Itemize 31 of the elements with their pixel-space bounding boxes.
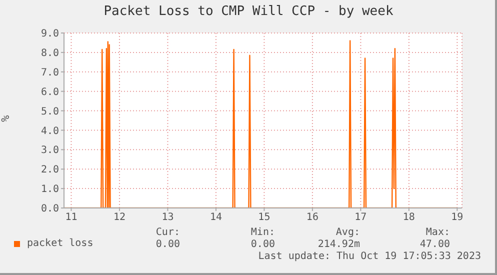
y-tick-label: 0.0 bbox=[40, 204, 59, 215]
y-tick-label: 5.0 bbox=[40, 106, 59, 118]
x-tick-label: 11 bbox=[65, 212, 78, 224]
x-tick-label: 15 bbox=[258, 212, 270, 224]
y-tick-label: 7.0 bbox=[40, 67, 59, 78]
y-tick-label: 3.0 bbox=[40, 145, 59, 156]
text: Min: bbox=[250, 227, 275, 238]
y-tick-label: 6.0 bbox=[40, 86, 59, 98]
chart-title: Packet Loss to CMP Will CCP - by week bbox=[102, 4, 394, 19]
y-tick-label: 9.0 bbox=[40, 28, 59, 40]
y-tick-label: 1.0 bbox=[40, 184, 59, 196]
x-tick-label: 13 bbox=[162, 212, 174, 224]
y-axis-title: % bbox=[0, 115, 12, 122]
text: 0.00 bbox=[154, 239, 180, 250]
text: Max: bbox=[424, 227, 450, 238]
x-tick-label: 14 bbox=[210, 212, 222, 224]
y-tick-label: 4.0 bbox=[40, 126, 59, 137]
y-tick-label: 8.0 bbox=[40, 48, 59, 59]
text: 0.00 bbox=[250, 239, 275, 250]
legend-label: packet loss bbox=[27, 238, 94, 249]
text: Avg: bbox=[334, 227, 360, 238]
x-tick-label: 18 bbox=[402, 212, 415, 224]
x-tick-label: 16 bbox=[306, 212, 318, 224]
text: Cur: bbox=[154, 227, 180, 238]
x-tick-label: 12 bbox=[113, 212, 126, 224]
x-tick-label: 17 bbox=[354, 212, 367, 224]
x-tick-label: 19 bbox=[451, 212, 464, 224]
text: 47.00 bbox=[418, 239, 450, 250]
y-tick-label: 2.0 bbox=[40, 164, 59, 176]
text: 214.92m bbox=[316, 239, 360, 250]
text: Last update: Thu Oct 19 17:05:33 2023 bbox=[258, 251, 481, 262]
